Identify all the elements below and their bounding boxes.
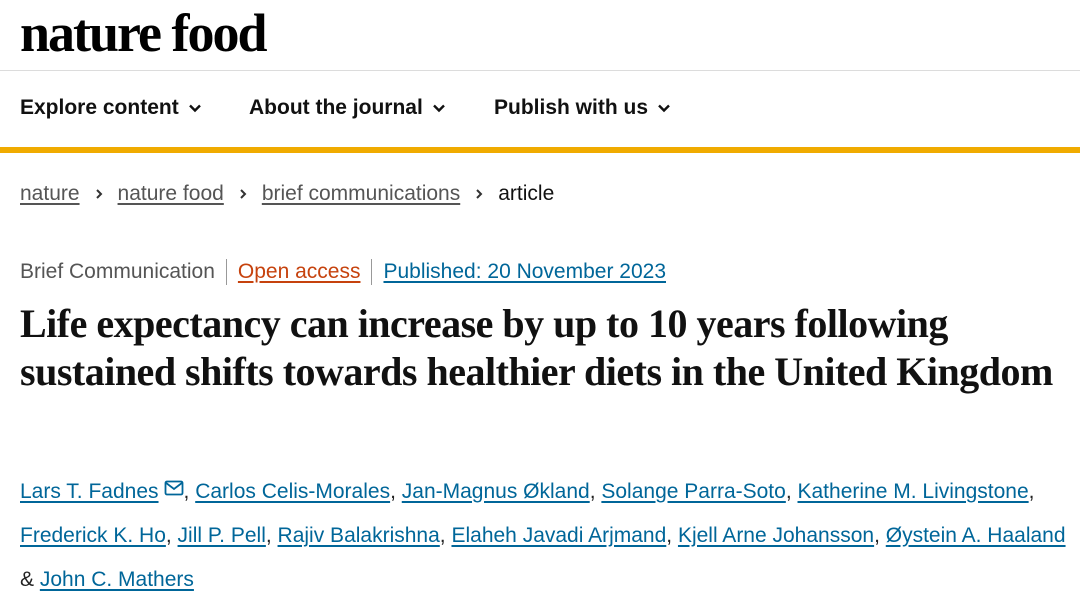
author-separator: , (390, 480, 402, 503)
author-link[interactable]: Rajiv Balakrishna (277, 524, 440, 547)
author-link[interactable]: Jill P. Pell (177, 524, 266, 547)
article-meta: Brief Communication Open access Publishe… (20, 259, 666, 285)
author-separator: , (183, 480, 196, 503)
nav-about-journal[interactable]: About the journal (249, 96, 446, 120)
author-separator: , (874, 524, 886, 547)
breadcrumb-nature-food[interactable]: nature food (117, 182, 224, 205)
author-link[interactable]: Lars T. Fadnes (20, 480, 159, 503)
author-list: Lars T. Fadnes, Carlos Celis-Morales, Ja… (20, 470, 1070, 602)
nav-item-label: Publish with us (494, 96, 649, 119)
author-link[interactable]: Kjell Arne Johansson (677, 524, 875, 547)
chevron-down-icon (432, 104, 445, 113)
meta-divider (371, 259, 373, 285)
chevron-down-icon (188, 104, 201, 113)
author-link[interactable]: Frederick K. Ho (20, 524, 166, 547)
author-separator: & (20, 568, 40, 591)
article-title: Life expectancy can increase by up to 10… (20, 301, 1053, 394)
nav-publish-with-us[interactable]: Publish with us (494, 96, 671, 120)
mail-icon[interactable] (164, 480, 184, 496)
breadcrumb-current: article (498, 182, 555, 205)
nav-item-label: About the journal (249, 96, 423, 119)
site-header: nature food (0, 0, 1080, 71)
author-separator: , (589, 480, 602, 503)
breadcrumb: nature nature food brief communications … (20, 182, 554, 206)
chevron-right-icon (95, 189, 102, 199)
author-separator: , (165, 524, 178, 547)
breadcrumb-nature[interactable]: nature (20, 182, 80, 205)
journal-logo[interactable]: nature food (20, 3, 268, 63)
author-separator: , (439, 524, 452, 547)
author-link[interactable]: Carlos Celis-Morales (195, 480, 391, 503)
chevron-down-icon (658, 104, 670, 113)
breadcrumb-brief-communications[interactable]: brief communications (261, 182, 461, 205)
author-link[interactable]: Solange Parra-Soto (601, 480, 786, 503)
nav-item-label: Explore content (20, 96, 179, 119)
meta-divider (225, 259, 227, 285)
author-link[interactable]: Jan-Magnus Økland (401, 480, 590, 503)
author-separator: , (785, 480, 798, 503)
chevron-right-icon (240, 189, 247, 199)
author-link[interactable]: Katherine M. Livingstone (797, 480, 1029, 503)
author-link[interactable]: John C. Mathers (39, 568, 194, 591)
published-date-link[interactable]: Published: 20 November 2023 (383, 260, 666, 283)
article-type: Brief Communication (20, 260, 215, 283)
author-separator: , (265, 524, 278, 547)
author-separator: , (666, 524, 678, 547)
author-link[interactable]: Elaheh Javadi Arjmand (451, 524, 667, 547)
author-separator: , (1028, 480, 1035, 503)
main-nav: Explore content About the journal Publis… (0, 71, 1080, 153)
open-access-link[interactable]: Open access (237, 260, 361, 283)
chevron-right-icon (476, 189, 483, 199)
author-link[interactable]: Øystein A. Haaland (885, 524, 1066, 547)
nav-explore-content[interactable]: Explore content (20, 96, 202, 120)
